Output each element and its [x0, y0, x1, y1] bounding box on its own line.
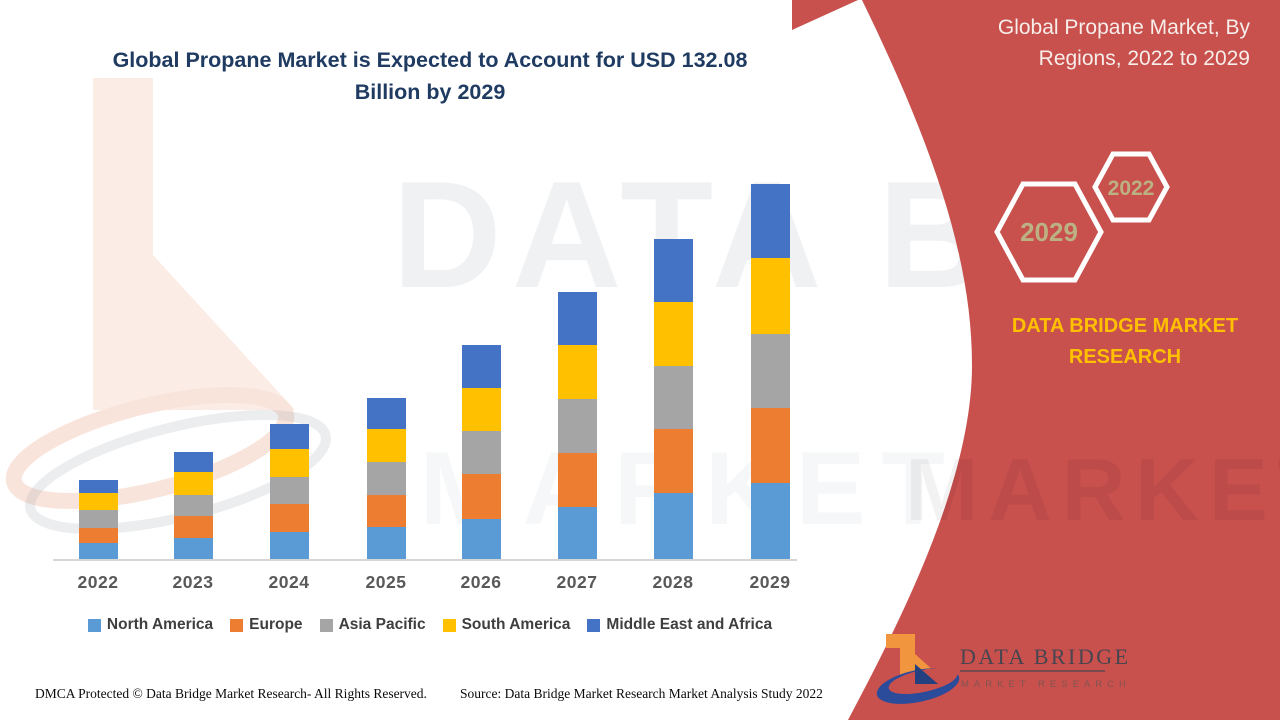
bar-2027 — [557, 292, 597, 559]
hexagon-years: 2029 2022 — [994, 151, 1170, 283]
legend-label: South America — [461, 616, 571, 633]
bar-segment-north-america — [173, 538, 213, 559]
bar-segment-europe — [653, 429, 693, 494]
x-tick-label-2028: 2028 — [652, 572, 694, 592]
hexagon-2022 — [1092, 151, 1170, 223]
bar-segment-europe — [78, 528, 118, 544]
bar-2029 — [750, 184, 790, 559]
watermark-logo-stem — [93, 78, 153, 410]
bar-segment-europe — [366, 494, 406, 528]
bar-segment-asia-pacific — [557, 399, 597, 454]
bar-segment-south-america — [750, 258, 790, 334]
bar-segment-europe — [557, 453, 597, 507]
plot-area — [55, 150, 795, 559]
bar-segment-asia-pacific — [78, 510, 118, 529]
legend-label: Asia Pacific — [338, 616, 426, 633]
legend-item-middle-east-and-africa: Middle East and Africa — [587, 616, 772, 634]
x-tick-label-2026: 2026 — [460, 572, 502, 592]
legend-label: Europe — [249, 616, 303, 633]
bar-segment-south-america — [173, 472, 213, 496]
legend-item-asia-pacific: Asia Pacific — [319, 616, 426, 634]
bar-segment-asia-pacific — [366, 461, 406, 495]
bar-segment-europe — [269, 504, 309, 532]
bar-segment-europe — [173, 516, 213, 538]
databridge-logo: DATA BRIDGE MARKET RESEARCH — [876, 634, 1130, 704]
bar-segment-south-america — [78, 493, 118, 511]
hexagon-2029 — [994, 181, 1104, 283]
legend-label: Middle East and Africa — [606, 616, 773, 633]
bar-segment-europe — [750, 408, 790, 483]
x-tick-label-2022: 2022 — [77, 572, 119, 592]
bar-segment-north-america — [653, 493, 693, 559]
x-tick-label-2024: 2024 — [268, 572, 310, 592]
bar-segment-middle-east-and-africa — [269, 424, 309, 450]
legend-item-europe: Europe — [230, 616, 303, 634]
bar-segment-asia-pacific — [653, 366, 693, 430]
logo-watermark — [5, 78, 331, 535]
bar-segment-north-america — [269, 532, 309, 559]
brand-text: DATA BRIDGE MARKET RESEARCH — [1011, 315, 1239, 368]
bar-2025 — [366, 398, 406, 559]
logo-b-bowl-dark — [915, 664, 938, 684]
legend-item-south-america: South America — [442, 616, 571, 634]
bar-segment-middle-east-and-africa — [366, 398, 406, 430]
panel-title: Global Propane Market, By Regions, 2022 … — [997, 16, 1250, 70]
hexagon-2029-label: 2029 — [1020, 217, 1078, 247]
bar-segment-north-america — [78, 543, 118, 559]
logo-b-stem — [886, 634, 915, 680]
legend-swatch — [319, 618, 333, 632]
hexagon-2022-label: 2022 — [1108, 177, 1155, 200]
bar-2024 — [269, 424, 309, 559]
legend-item-north-america: North America — [87, 616, 214, 634]
legend: North America Europe Asia Pacific South Ame… — [0, 616, 860, 634]
logo-tagline: MARKET RESEARCH — [961, 679, 1130, 690]
footer-copyright: DMCA Protected © Data Bridge Market Rese… — [35, 686, 427, 701]
x-tick-label-2029: 2029 — [749, 572, 791, 592]
legend-swatch — [87, 618, 101, 632]
bar-segment-middle-east-and-africa — [173, 451, 213, 473]
bar-segment-south-america — [366, 429, 406, 462]
bar-segment-middle-east-and-africa — [557, 292, 597, 346]
red-panel-watermark-text: MARKET RESEARCH — [905, 440, 1280, 539]
red-panel-shape — [848, 0, 1280, 720]
bar-segment-middle-east-and-africa — [461, 344, 501, 389]
bar-2028 — [653, 239, 693, 559]
bar-segment-asia-pacific — [269, 477, 309, 505]
bar-segment-asia-pacific — [461, 431, 501, 475]
bar-segment-south-america — [269, 449, 309, 478]
x-tick-label-2025: 2025 — [365, 572, 407, 592]
bar-segment-asia-pacific — [750, 333, 790, 409]
watermark-logo-bowl — [153, 255, 295, 410]
bar-segment-south-america — [653, 302, 693, 367]
legend-swatch — [230, 618, 244, 632]
bar-2022 — [78, 480, 118, 559]
bar-segment-middle-east-and-africa — [78, 480, 118, 494]
legend-label: North America — [106, 616, 214, 633]
x-axis-line — [53, 559, 797, 561]
bar-segment-south-america — [461, 388, 501, 432]
x-axis-labels: 2022 2023 2024 2025 2026 2027 2028 2029 — [55, 572, 795, 598]
legend-swatch — [442, 618, 456, 632]
legend-swatch — [587, 618, 601, 632]
bar-segment-middle-east-and-africa — [750, 184, 790, 259]
red-corner-sliver — [792, 0, 858, 30]
footer-source: Source: Data Bridge Market Research Mark… — [460, 686, 823, 701]
bar-segment-south-america — [557, 345, 597, 400]
bar-segment-north-america — [461, 519, 501, 559]
x-tick-label-2023: 2023 — [172, 572, 214, 592]
bar-segment-north-america — [366, 527, 406, 559]
bar-segment-north-america — [750, 482, 790, 559]
bar-segment-europe — [461, 474, 501, 519]
bar-segment-north-america — [557, 507, 597, 559]
bar-segment-asia-pacific — [173, 495, 213, 517]
bar-2026 — [461, 344, 501, 559]
logo-wordmark: DATA BRIDGE — [960, 644, 1130, 669]
bar-segment-middle-east-and-africa — [653, 239, 693, 303]
watermark-logo-swoosh — [5, 387, 295, 509]
chart-title: Global Propane Market is Expected to Acc… — [112, 48, 748, 105]
bar-2023 — [173, 451, 213, 559]
x-tick-label-2027: 2027 — [556, 572, 598, 592]
